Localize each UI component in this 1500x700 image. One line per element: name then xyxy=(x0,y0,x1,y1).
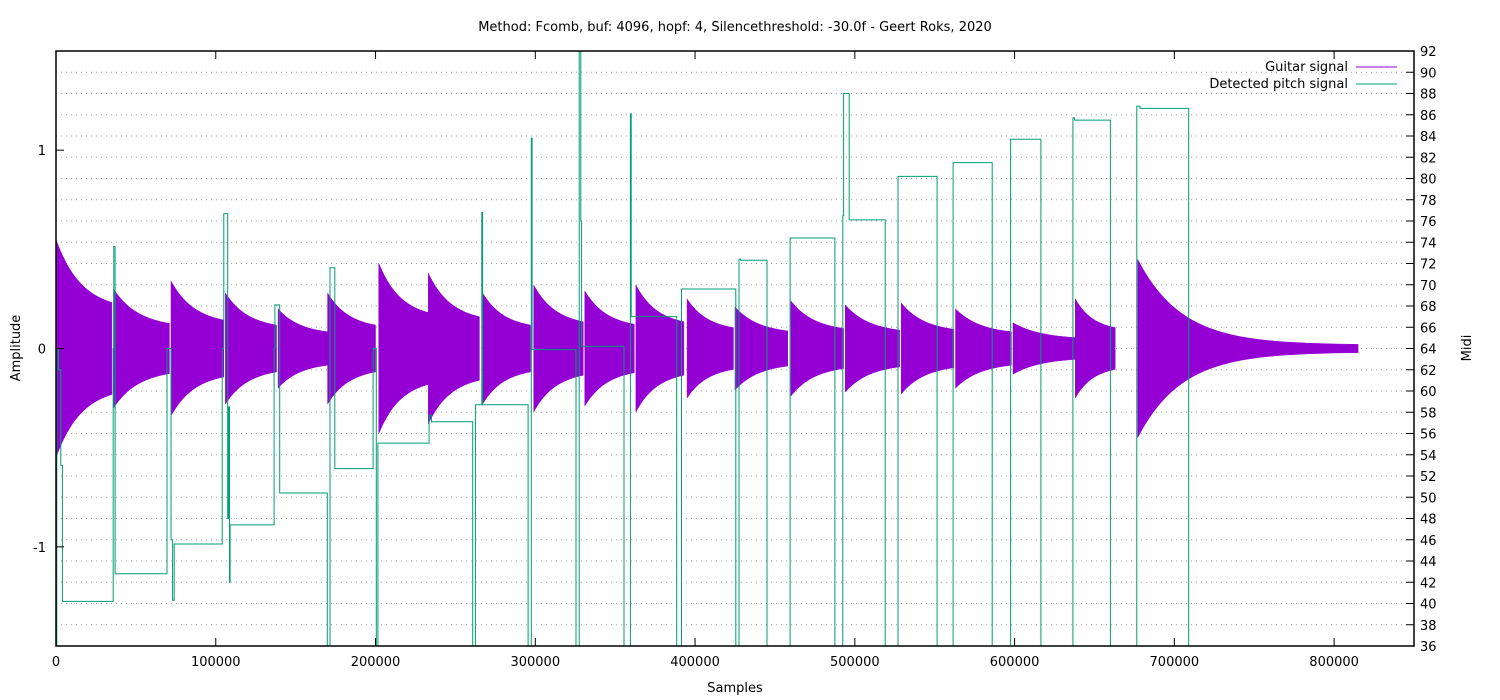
y2-tick-label-8: 52 xyxy=(1420,470,1437,485)
x-axis-label: Samples xyxy=(707,681,763,696)
y2-tick-label-26: 88 xyxy=(1420,88,1437,103)
y2-tick-label-7: 50 xyxy=(1420,491,1437,506)
guitar-note-7 xyxy=(428,272,480,425)
y2-tick-label-5: 46 xyxy=(1420,534,1437,549)
y2-axis-label: Midi xyxy=(1460,335,1475,362)
y2-tick-label-14: 64 xyxy=(1420,343,1437,358)
guitar-note-14 xyxy=(790,300,844,397)
guitar-note-6 xyxy=(378,263,429,434)
y2-axis-ticks: 36 38 40 42 44 46 48 50 52 54 56 58 60 62 64 66 68 70 72 74… xyxy=(1406,45,1437,655)
y2-tick-label-27: 90 xyxy=(1420,66,1437,81)
y2-tick-label-13: 62 xyxy=(1420,364,1437,379)
guitar-signal-series xyxy=(56,239,1359,458)
y2-tick-label-24: 84 xyxy=(1420,130,1437,145)
legend-entry-guitar-signal: Guitar signal xyxy=(1265,60,1397,75)
y2-tick-label-23: 82 xyxy=(1420,151,1437,166)
y-tick-label-2: 1 xyxy=(38,144,46,159)
y2-tick-label-19: 74 xyxy=(1420,236,1437,251)
y2-tick-label-10: 56 xyxy=(1420,428,1437,443)
y2-tick-label-2: 40 xyxy=(1420,598,1437,613)
x-tick-label-8: 800000 xyxy=(1309,655,1359,670)
y2-tick-label-25: 86 xyxy=(1420,109,1437,124)
guitar-note-0 xyxy=(56,239,113,458)
y2-tick-label-0: 36 xyxy=(1420,640,1437,655)
guitar-note-17 xyxy=(955,308,1012,389)
y2-tick-label-15: 66 xyxy=(1420,321,1437,336)
x-tick-label-7: 700000 xyxy=(1150,655,1200,670)
guitar-note-8 xyxy=(482,292,531,405)
plot-area xyxy=(56,51,1414,646)
guitar-note-18 xyxy=(1012,322,1076,375)
guitar-note-10 xyxy=(584,290,635,407)
y2-tick-label-9: 54 xyxy=(1420,449,1437,464)
legend-entry-detected-pitch: Detected pitch signal xyxy=(1209,77,1397,92)
y2-tick-label-17: 70 xyxy=(1420,279,1437,294)
guitar-note-16 xyxy=(900,302,955,395)
y-tick-label-0: -1 xyxy=(33,541,46,556)
x-tick-label-1: 100000 xyxy=(191,655,241,670)
guitar-note-1 xyxy=(113,288,170,409)
y2-tick-label-12: 60 xyxy=(1420,385,1437,400)
guitar-note-4 xyxy=(277,308,328,389)
guitar-note-9 xyxy=(533,284,584,413)
y2-tick-label-21: 78 xyxy=(1420,194,1437,209)
chart-title: Method: Fcomb, buf: 4096, hopf: 4, Silen… xyxy=(478,20,992,35)
x-tick-label-6: 600000 xyxy=(990,655,1040,670)
y2-tick-label-28: 92 xyxy=(1420,45,1437,60)
guitar-note-5 xyxy=(327,292,376,405)
detected-pitch-series xyxy=(56,51,1414,646)
x-tick-label-2: 200000 xyxy=(351,655,401,670)
y2-tick-label-6: 48 xyxy=(1420,513,1437,528)
y2-tick-label-16: 68 xyxy=(1420,300,1437,315)
guitar-note-2 xyxy=(170,280,225,417)
y-axis-ticks: -1 0 1 xyxy=(33,144,64,556)
x-tick-label-5: 500000 xyxy=(830,655,880,670)
pitch-line xyxy=(56,51,1414,646)
y2-tick-label-22: 80 xyxy=(1420,173,1437,188)
guitar-note-13 xyxy=(734,306,788,391)
legend-label-guitar-signal: Guitar signal xyxy=(1265,60,1348,75)
guitar-note-3 xyxy=(225,292,277,405)
x-tick-label-0: 0 xyxy=(52,655,60,670)
guitar-note-20 xyxy=(1137,259,1359,438)
guitar-note-15 xyxy=(844,304,900,393)
x-axis-ticks: 0 100000 200000 300000 400000 500000 600000 700… xyxy=(52,51,1359,670)
y-axis-label: Amplitude xyxy=(9,315,24,382)
guitar-note-19 xyxy=(1075,297,1116,400)
y2-tick-label-1: 38 xyxy=(1420,619,1437,634)
y2-tick-label-20: 76 xyxy=(1420,215,1437,230)
legend: Guitar signal Detected pitch signal xyxy=(1209,60,1397,92)
y2-tick-label-3: 42 xyxy=(1420,576,1437,591)
x-tick-label-4: 400000 xyxy=(670,655,720,670)
y2-tick-label-11: 58 xyxy=(1420,406,1437,421)
x-tick-label-3: 300000 xyxy=(510,655,560,670)
guitar-note-12 xyxy=(686,298,734,399)
y2-tick-label-18: 72 xyxy=(1420,258,1437,273)
legend-label-detected-pitch: Detected pitch signal xyxy=(1209,77,1348,92)
y2-tick-label-4: 44 xyxy=(1420,555,1437,570)
y-tick-label-1: 0 xyxy=(38,343,46,358)
